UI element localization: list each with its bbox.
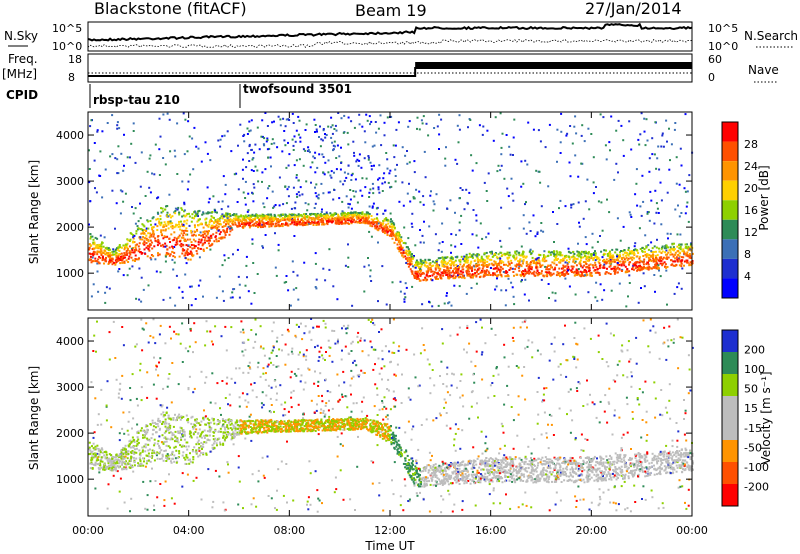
freq-trace <box>88 62 692 77</box>
colorbar-swatch <box>722 161 738 181</box>
velocity-colorbar-label: Velocity [m s⁻¹] <box>759 371 773 464</box>
cpid-label: CPID <box>6 88 38 102</box>
power-colorbar: 28 24 20 16 12 8 4 <box>721 121 758 299</box>
y-tick-label: 1000 <box>56 473 84 486</box>
colorbar-swatch <box>722 440 738 462</box>
freq-panel: Freq. [MHz] 18 8 60 0 Nave <box>2 52 779 84</box>
colorbar-tick: 24 <box>744 160 758 173</box>
colorbar-swatch <box>722 396 738 418</box>
colorbar-swatch <box>722 200 738 220</box>
nsearch-label: N.Search <box>744 29 798 43</box>
y-tick-label: 3000 <box>56 175 84 188</box>
colorbar-swatch <box>722 122 738 142</box>
nsearch-tick-bottom: 10^0 <box>708 40 738 53</box>
colorbar-tick: -15 <box>744 422 762 435</box>
x-tick-label: 20:00 <box>575 524 607 537</box>
colorbar-swatch <box>722 418 738 440</box>
colorbar-tick: 8 <box>744 248 751 261</box>
colorbar-tick: -50 <box>744 441 762 454</box>
y-tick-label: 4000 <box>56 129 84 142</box>
colorbar-swatch <box>722 462 738 484</box>
colorbar-swatch <box>722 484 738 506</box>
colorbar-swatch <box>722 258 738 279</box>
power-panel: 1000 2000 3000 4000 Slant Range [km] <box>27 111 694 311</box>
colorbar-tick: 50 <box>744 383 758 396</box>
y-tick-label: 4000 <box>56 335 84 348</box>
colorbar-swatch <box>722 219 738 240</box>
power-ylabel: Slant Range [km] <box>27 160 41 264</box>
colorbar-tick: 28 <box>744 138 758 151</box>
colorbar-tick: 4 <box>744 270 751 283</box>
colorbar-tick: 20 <box>744 182 758 195</box>
colorbar-swatch <box>722 374 738 396</box>
nsky-label: N.Sky <box>4 29 38 43</box>
colorbar-tick: 200 <box>744 344 765 357</box>
x-tick-label: 08:00 <box>273 524 305 537</box>
colorbar-tick: 12 <box>744 226 758 239</box>
colorbar-swatch <box>722 352 738 374</box>
freq-unit: [MHz] <box>2 67 37 81</box>
y-tick-label: 1000 <box>56 267 84 280</box>
colorbar-tick: 15 <box>744 402 758 415</box>
colorbar-tick: -200 <box>744 480 769 493</box>
nsky-trace <box>87 22 693 48</box>
y-tick-label: 2000 <box>56 427 84 440</box>
power-y-axis: 1000 2000 3000 4000 <box>56 129 692 280</box>
date-title: 27/Jan/2014 <box>585 0 682 18</box>
nave-tick-bottom: 0 <box>708 71 715 84</box>
y-tick-label: 3000 <box>56 381 84 394</box>
power-heatmap <box>88 112 694 308</box>
x-tick-label: 04:00 <box>173 524 205 537</box>
velocity-heatmap <box>88 318 694 514</box>
colorbar-tick: -100 <box>744 461 769 474</box>
station-title: Blackstone (fitACF) <box>94 0 247 18</box>
beam-title: Beam 19 <box>355 1 427 20</box>
colorbar-tick: 16 <box>744 204 758 217</box>
colorbar-swatch <box>722 239 738 259</box>
nsky-panel: N.Sky 10^5 10^0 10^5 10^0 N.Search <box>4 21 798 53</box>
colorbar-swatch <box>722 141 738 162</box>
nsky-tick-bottom: 10^0 <box>52 40 82 53</box>
xlabel: Time UT <box>364 539 415 553</box>
velocity-ylabel: Slant Range [km] <box>27 366 41 470</box>
nsearch-tick-top: 10^5 <box>708 22 738 35</box>
freq-label: Freq. <box>8 52 38 66</box>
colorbar-swatch <box>722 180 738 201</box>
cpid-segment-twofsound: twofsound 3501 <box>243 82 352 96</box>
cpid-row: CPID rbsp-tau 210 twofsound 3501 <box>6 82 352 108</box>
velocity-panel: 1000 2000 3000 4000 Slant Range [km] <box>27 317 694 517</box>
freq-tick-bottom: 8 <box>68 71 75 84</box>
colorbar-swatch <box>722 278 738 298</box>
nave-label: Nave <box>748 63 779 77</box>
time-axis: 00:00 04:00 08:00 12:00 16:00 20:00 00:00 <box>72 112 708 537</box>
velocity-colorbar: 200 100 50 15 -15 -50 -100 -200 <box>721 329 769 507</box>
colorbar-swatch <box>722 330 738 352</box>
velocity-y-axis: 1000 2000 3000 4000 <box>56 335 692 486</box>
power-colorbar-label: Power [dB] <box>757 165 771 230</box>
freq-tick-top: 18 <box>68 53 82 66</box>
x-tick-label: 00:00 <box>72 524 104 537</box>
x-tick-label: 16:00 <box>475 524 507 537</box>
cpid-segment-rbsp: rbsp-tau 210 <box>93 93 180 107</box>
y-tick-label: 2000 <box>56 221 84 234</box>
colorbar-tick: 100 <box>744 363 765 376</box>
nave-tick-top: 60 <box>708 53 722 66</box>
x-tick-label: 00:00 <box>676 524 708 537</box>
nsky-tick-top: 10^5 <box>52 22 82 35</box>
x-tick-label: 12:00 <box>374 524 406 537</box>
